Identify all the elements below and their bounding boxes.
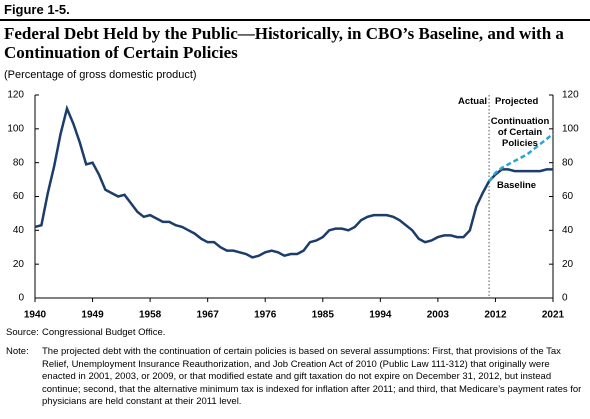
x-tick-label: 1967 (197, 310, 220, 321)
y-tick-label: 60 (562, 191, 574, 202)
y-tick-label: 80 (13, 157, 25, 168)
note-key: Note: (6, 346, 29, 357)
data-line (34, 104, 553, 259)
source-key: Source: (6, 327, 39, 338)
x-tick-label: 2021 (542, 310, 565, 321)
x-tick-label: 2003 (427, 310, 450, 321)
x-tick-label: 1949 (81, 310, 104, 321)
note: Note: The projected debt with the continu… (6, 346, 582, 409)
rule (0, 19, 590, 21)
y-tick-label: 20 (562, 259, 574, 270)
y-tick-label: 40 (562, 225, 574, 236)
y-tick-label: 120 (562, 90, 579, 101)
x-tick-label: 1976 (254, 310, 277, 321)
y-tick-label: 100 (7, 123, 24, 134)
y-tick-label: 40 (13, 225, 25, 236)
note-text: The projected debt with the continuation… (42, 346, 582, 407)
chart-subtitle: (Percentage of gross domestic product) (4, 69, 197, 81)
series-label: Continuation of Certain Policies (490, 116, 550, 149)
source-text: Congressional Budget Office. (42, 327, 166, 338)
annotation: Projected (495, 96, 539, 107)
x-tick-label: 1994 (369, 310, 392, 321)
series-label: Baseline (497, 180, 537, 191)
y-tick-label: 0 (18, 293, 24, 304)
chart-title: Federal Debt Held by the Public—Historic… (4, 24, 564, 62)
y-tick-label: 60 (13, 191, 25, 202)
x-tick-label: 1958 (139, 310, 162, 321)
y-tick-label: 120 (7, 90, 24, 101)
y-tick-label: 100 (562, 123, 579, 134)
x-tick-label: 2012 (484, 310, 507, 321)
x-tick-label: 1985 (312, 310, 335, 321)
y-tick-label: 0 (562, 293, 568, 304)
y-tick-label: 20 (13, 259, 25, 270)
source: Source: Congressional Budget Office. (6, 327, 165, 338)
y-tick-label: 80 (562, 157, 574, 168)
data-line (488, 132, 554, 183)
figure-label: Figure 1-5. (4, 2, 70, 17)
x-tick-label: 1940 (24, 310, 47, 321)
annotation: Actual (458, 96, 488, 107)
